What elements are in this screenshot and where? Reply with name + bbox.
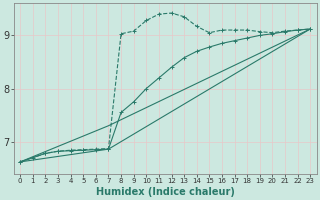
X-axis label: Humidex (Indice chaleur): Humidex (Indice chaleur) <box>96 187 235 197</box>
